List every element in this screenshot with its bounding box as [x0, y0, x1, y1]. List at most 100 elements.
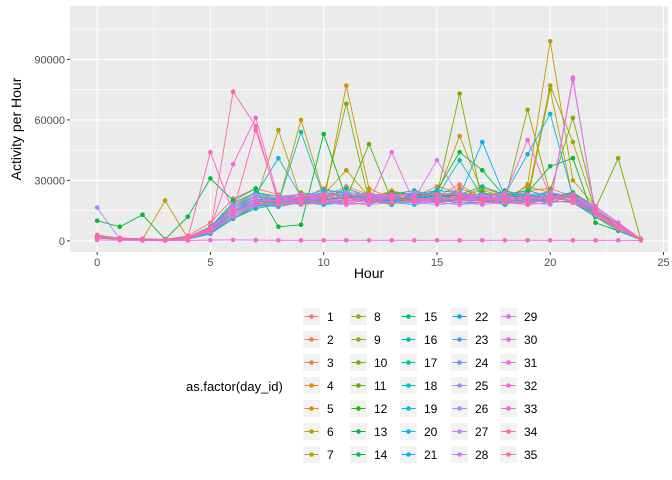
legend-label: 5 — [327, 402, 334, 416]
legend-title: as.factor(day_id) — [186, 379, 283, 394]
data-point — [457, 149, 462, 155]
data-point — [525, 137, 530, 143]
legend-item-9: 9 — [350, 331, 381, 348]
legend-label: 34 — [524, 425, 538, 439]
legend-key-point — [356, 383, 361, 388]
data-point — [140, 212, 145, 217]
legend-label: 30 — [524, 333, 538, 347]
legend-item-12: 12 — [350, 400, 388, 417]
legend-label: 20 — [424, 425, 438, 439]
data-point — [389, 149, 395, 155]
data-point — [298, 192, 304, 197]
data-point — [457, 186, 462, 191]
legend-label: 8 — [374, 310, 381, 324]
data-point — [457, 202, 462, 207]
legend-item-7: 7 — [303, 446, 334, 463]
legend-key-point — [309, 383, 314, 388]
legend-key-point — [506, 452, 511, 457]
legend-item-22: 22 — [451, 308, 489, 325]
legend-item-24: 24 — [451, 354, 489, 371]
data-point — [570, 155, 576, 161]
legend-label: 21 — [424, 448, 438, 462]
legend-label: 25 — [475, 379, 489, 393]
data-point — [434, 188, 440, 193]
legend-item-4: 4 — [303, 377, 334, 394]
data-point — [253, 237, 258, 243]
data-point — [457, 194, 462, 199]
legend-label: 3 — [327, 356, 334, 370]
data-point — [525, 238, 530, 243]
data-point — [253, 200, 258, 205]
data-point — [117, 224, 123, 230]
data-point — [525, 188, 530, 193]
data-point — [298, 196, 304, 201]
data-point — [525, 194, 530, 199]
data-point — [525, 151, 530, 157]
data-point — [480, 196, 485, 201]
data-point — [570, 115, 576, 121]
legend-label: 32 — [524, 379, 538, 393]
data-point — [593, 204, 598, 209]
data-point — [547, 111, 553, 117]
legend-label: 2 — [327, 333, 334, 347]
data-point — [525, 200, 530, 205]
legend-item-15: 15 — [400, 308, 438, 325]
data-point — [593, 220, 598, 226]
data-point — [434, 200, 440, 205]
data-point — [547, 238, 553, 243]
data-point — [276, 127, 281, 133]
data-point — [321, 238, 327, 243]
legend-label: 22 — [475, 310, 489, 324]
legend-label: 14 — [374, 448, 388, 462]
data-point — [208, 176, 213, 181]
y-tick-label: 90000 — [34, 54, 65, 66]
legend-key-point — [406, 314, 411, 319]
data-point — [525, 107, 530, 113]
data-point — [502, 198, 508, 203]
legend-item-28: 28 — [451, 446, 489, 463]
data-point — [547, 83, 553, 88]
data-point — [253, 115, 258, 121]
legend-item-3: 3 — [303, 354, 334, 371]
legend-key-point — [506, 429, 511, 434]
legend-label: 19 — [424, 402, 438, 416]
x-tick-label: 15 — [431, 257, 443, 269]
legend-key-point — [356, 360, 361, 365]
data-point — [298, 238, 304, 243]
legend-label: 23 — [475, 333, 489, 347]
x-tick-label: 0 — [94, 257, 100, 269]
legend-key-point — [406, 383, 411, 388]
data-point — [366, 186, 372, 191]
legend-item-33: 33 — [500, 400, 538, 417]
legend-label: 13 — [374, 425, 388, 439]
data-point — [162, 198, 168, 203]
data-point — [570, 238, 576, 243]
series-layer — [94, 39, 644, 243]
data-point — [253, 123, 258, 129]
data-point — [344, 200, 349, 205]
legend-label: 1 — [327, 310, 334, 324]
grid-major — [70, 6, 668, 252]
legend-item-5: 5 — [303, 400, 334, 417]
data-point — [457, 133, 462, 139]
legend-label: 4 — [327, 379, 334, 393]
legend-key-point — [406, 406, 411, 411]
legend-item-34: 34 — [500, 423, 538, 440]
data-point — [140, 237, 145, 242]
legend-item-32: 32 — [500, 377, 538, 394]
data-point — [344, 186, 349, 191]
legend-item-2: 2 — [303, 331, 334, 348]
data-point — [230, 208, 236, 213]
data-point — [412, 198, 417, 203]
legend-key-point — [506, 360, 511, 365]
data-point — [230, 89, 236, 94]
legend-label: 35 — [524, 448, 538, 462]
data-point — [208, 228, 213, 234]
legend-key-point — [356, 452, 361, 457]
y-axis-title: Activity per Hour — [8, 77, 24, 180]
data-point — [117, 236, 123, 242]
data-point — [615, 155, 621, 161]
legend-item-31: 31 — [500, 354, 538, 371]
data-point — [547, 164, 553, 169]
legend-key-point — [457, 314, 462, 319]
